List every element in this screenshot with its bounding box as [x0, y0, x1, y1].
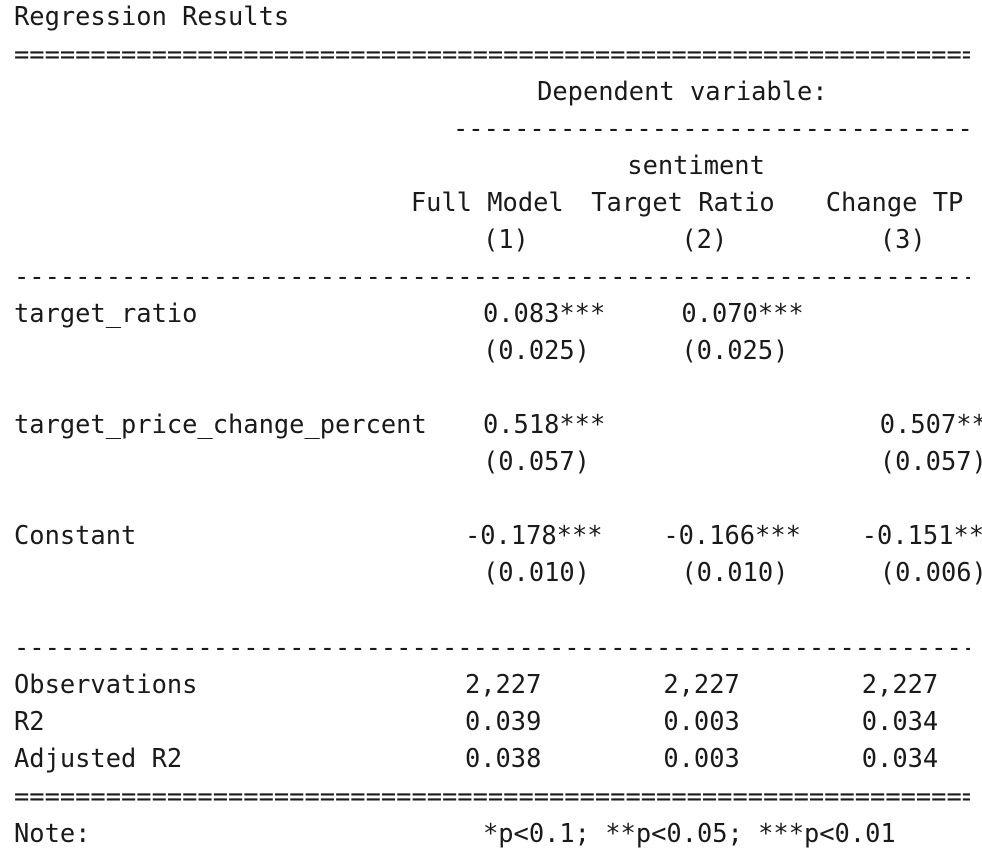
std-error-cell: (0.025): [681, 335, 789, 365]
note-label: Note:: [14, 818, 91, 848]
statistic-value: 2,227: [464, 669, 542, 699]
model-number-2: (2): [681, 224, 728, 254]
statistic-label: Observations: [14, 669, 198, 699]
table-title: Regression Results: [14, 1, 290, 31]
coefficient-cell: 0.083***: [482, 298, 606, 328]
statistic-value: 0.034: [861, 706, 939, 736]
std-error-cell: (0.057): [482, 446, 590, 476]
variable-label: Constant: [14, 520, 137, 550]
statistic-label: R2: [14, 706, 45, 736]
coefficient-cell: 0.507***: [879, 409, 982, 439]
statistic-value: 2,227: [861, 669, 939, 699]
std-error-cell: (0.010): [681, 557, 789, 587]
statistic-value: 0.003: [663, 706, 740, 736]
coefficient-cell: -0.151***: [861, 520, 982, 550]
single-rule-header: ----------------------------------------…: [14, 264, 970, 290]
variable-label: target_price_change_percent: [14, 409, 427, 439]
note-text: *p<0.1; **p<0.05; ***p<0.01: [482, 818, 896, 848]
dependent-variable-name: sentiment: [627, 150, 765, 180]
model-name-3: Change TP: [825, 187, 964, 217]
std-error-cell: (0.006): [879, 557, 982, 587]
std-error-cell: (0.025): [482, 335, 590, 365]
dependent-variable-rule: ----------------------------------------…: [453, 116, 970, 142]
double-rule-bottom: ========================================…: [14, 784, 970, 810]
variable-label: target_ratio: [14, 298, 198, 328]
statistic-label: Adjusted R2: [14, 743, 183, 773]
model-number-3: (3): [879, 224, 926, 254]
model-name-2: Target Ratio: [591, 187, 775, 217]
coefficient-cell: 0.518***: [482, 409, 606, 439]
model-number-1: (1): [482, 224, 529, 254]
std-error-cell: (0.010): [482, 557, 590, 587]
model-name-1: Full Model: [410, 187, 564, 217]
double-rule-top: ========================================…: [14, 42, 970, 68]
coefficient-cell: -0.178***: [464, 520, 603, 550]
single-rule-stats: ----------------------------------------…: [14, 635, 970, 661]
statistic-value: 0.003: [663, 743, 740, 773]
dependent-variable-caption: Dependent variable:: [537, 76, 828, 106]
statistic-value: 2,227: [663, 669, 740, 699]
statistic-value: 0.039: [464, 706, 542, 736]
std-error-cell: (0.057): [879, 446, 982, 476]
statistic-value: 0.034: [861, 743, 939, 773]
statistic-value: 0.038: [464, 743, 542, 773]
coefficient-cell: 0.070***: [681, 298, 804, 328]
coefficient-cell: -0.166***: [663, 520, 801, 550]
